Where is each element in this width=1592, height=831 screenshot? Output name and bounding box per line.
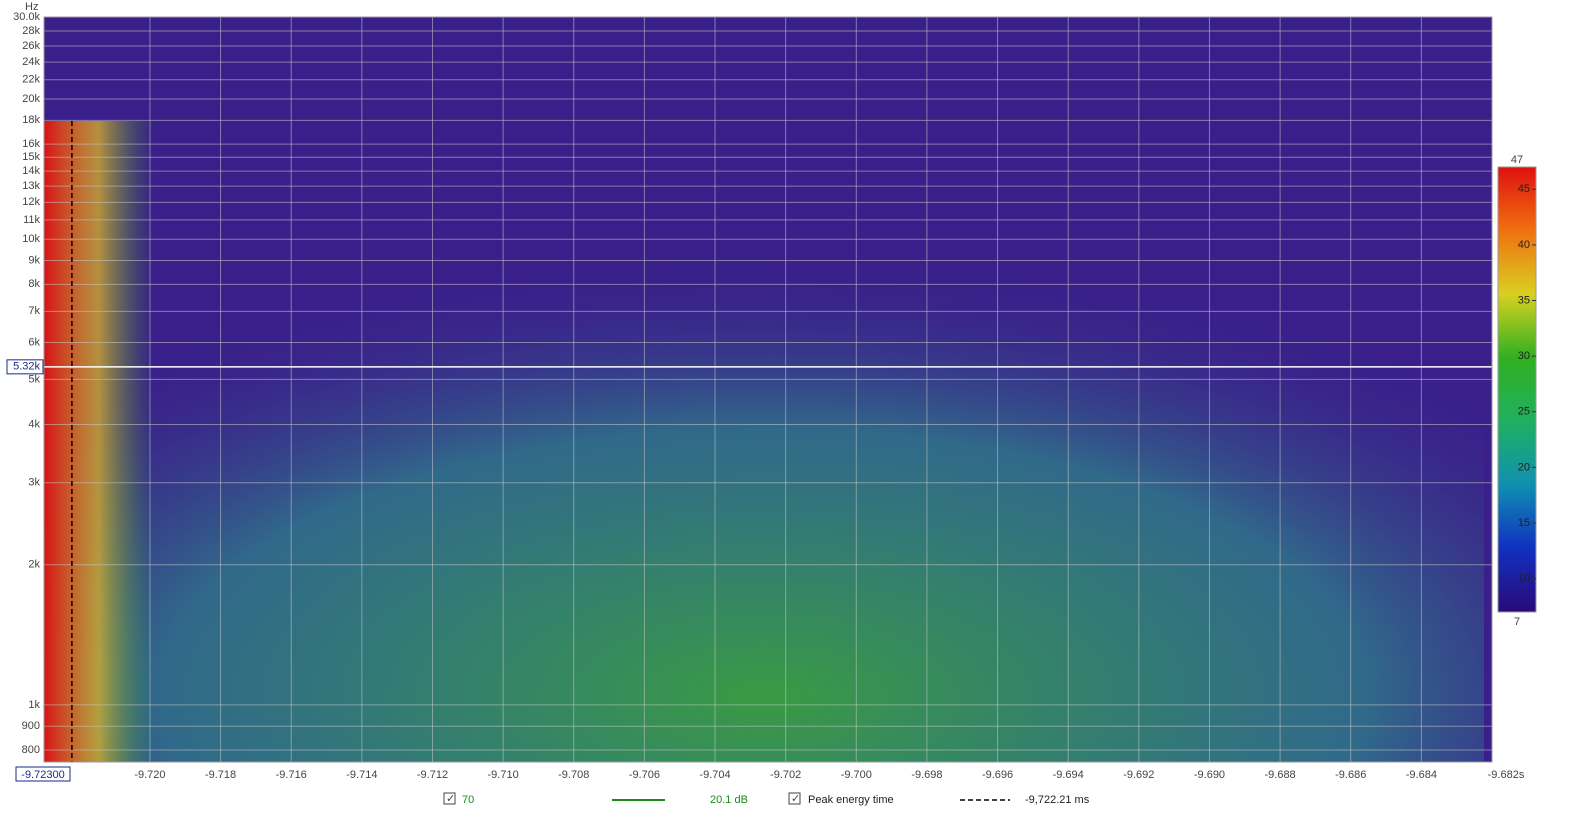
colorbar-tick-label: 25 [1518,406,1530,418]
plot-frame [43,16,1493,763]
y-tick-label: 1k [28,699,40,711]
y-tick-label: 5k [28,373,40,385]
y-tick-label: 24k [22,56,40,68]
x-tick-label: -9.696 [982,769,1013,781]
peak-checkbox[interactable] [788,792,801,805]
y-tick-label: 3k [28,477,40,489]
y-tick-label: 7k [28,305,40,317]
colorbar-tick-label: 40 [1518,239,1530,251]
x-tick-label: -9.714 [346,769,377,781]
peak-label: Peak energy time [808,794,894,806]
contour-interval: 20.1 dB [710,794,748,806]
y-tick-label: 20k [22,93,40,105]
y-tick-label: 900 [22,720,40,732]
contour-checkbox[interactable] [443,792,456,805]
y-tick-label: 2k [28,559,40,571]
x-tick-label: -9.694 [1053,769,1084,781]
x-tick-label: -9.692 [1123,769,1154,781]
y-tick-label: 13k [22,180,40,192]
y-tick-label: 800 [22,744,40,756]
colorbar-min-label: 7 [1514,616,1520,628]
y-tick-label: 28k [22,25,40,37]
legend: ✓ 70 20.1 dB ✓ Peak energy time -9,722.2… [443,792,1090,806]
y-tick-label: 26k [22,40,40,52]
x-tick-label: -9.698 [911,769,942,781]
x-tick-label: -9.718 [205,769,236,781]
y-tick-label: 14k [22,165,40,177]
colorbar-tick-label: 20 [1518,461,1530,473]
spectrogram-onset [44,121,154,762]
check: ✓ [446,793,455,805]
y-tick-label: 11k [23,214,40,226]
y-tick-label: 15k [22,151,40,163]
y-tick-label: 12k [22,196,40,208]
x-tick-label: -9.686 [1335,769,1366,781]
contour-label: 70 [462,794,474,806]
y-tick-label: 30.0k [13,11,40,23]
y-tick-label: 4k [28,418,40,430]
y-tick-label: 6k [28,336,40,348]
cursor-x-box [15,766,71,782]
y-tick-label: 9k [28,254,40,266]
x-tick-label: -9.712 [417,769,448,781]
x-tick-label: -9.702 [770,769,801,781]
x-tick-label: -9.710 [488,769,519,781]
peak-time-label: -9,722.21 ms [1025,794,1090,806]
x-tick-label: -9.684 [1406,769,1437,781]
x-tick-label: -9.700 [841,769,872,781]
cursor-y-box [6,359,44,375]
x-tick-label: -9.682s [1488,769,1525,781]
cursor-y-label: 5.32k [13,361,40,373]
colorbar-max-label: 47 [1511,154,1523,166]
y-tick-label: 8k [28,278,40,290]
x-tick-label: -9.704 [699,769,730,781]
colorbar-tick-label: 35 [1518,294,1530,306]
spectrogram-field [44,121,1484,762]
check: ✓ [791,793,800,805]
x-tick-label: -9.688 [1264,769,1295,781]
y-tick-label: 22k [22,74,40,86]
colorbar [1497,166,1537,613]
y-tick-label: 10k [22,233,40,245]
y-tick-label: 16k [22,138,40,150]
cursor-x-label: -9.72300 [21,769,64,781]
x-tick-label: -9.690 [1194,769,1225,781]
colorbar-tick-label: 10 [1518,573,1530,585]
y-axis-label: Hz [25,1,38,13]
colorbar-tick-label: 15 [1518,517,1530,529]
y-tick-label: 18k [22,114,40,126]
colorbar-tick-label: 30 [1518,350,1530,362]
x-tick-label: -9.716 [276,769,307,781]
x-tick-label: -9.708 [558,769,589,781]
x-tick-label: -9.720 [134,769,165,781]
colorbar-tick-label: 45 [1518,183,1530,195]
x-tick-label: -9.706 [629,769,660,781]
